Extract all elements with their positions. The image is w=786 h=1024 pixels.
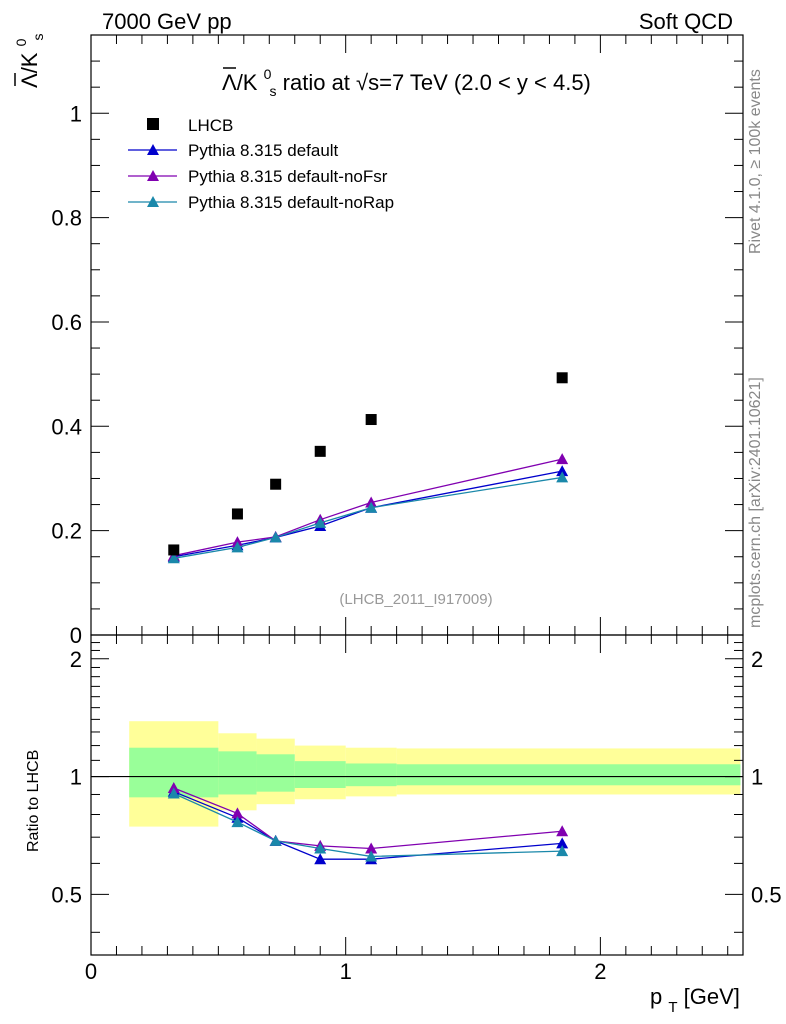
legend-marker-lhcb: [147, 118, 159, 130]
mcplots-label: mcplots.cern.ch [arXiv:2401.10621]: [747, 377, 764, 628]
ratio-ytick-label: 2: [70, 647, 82, 672]
series-point-default: [556, 465, 569, 477]
xlabel-p: p: [650, 984, 662, 1009]
ratio-point-default: [314, 853, 327, 865]
lhcb-point: [556, 372, 568, 384]
ratio-point-noRap: [167, 787, 180, 799]
main-plot-area: [167, 372, 569, 564]
lhcb-point: [231, 508, 243, 520]
xlabel-rest: [GeV]: [684, 984, 740, 1009]
uncertainty-band-inner: [345, 763, 397, 787]
lhcb-point: [314, 445, 326, 457]
uncertainty-band-inner: [218, 751, 257, 795]
ratio-ytick-label-right: 1: [751, 765, 763, 790]
main-panel: 0 0.2 0.4 0.6 0.8 1 Λ/K 0 s ratio at √s=7 TeV…: [6, 32, 744, 648]
rivet-label: Rivet 4.1.0, ≥ 100k events: [747, 69, 764, 254]
uncertainty-band-inner: [294, 761, 346, 788]
series-point-noRap: [556, 471, 569, 483]
ylabel-sub: s: [30, 33, 46, 40]
series-point-noRap: [269, 531, 282, 543]
series-line-noFsr: [173, 458, 563, 557]
lhcb-point: [270, 478, 282, 490]
ratio-point-noRap: [231, 816, 244, 828]
ratio-ylabel: Ratio to LHCB: [25, 750, 42, 852]
main-ytick-label: 0.6: [51, 310, 82, 335]
legend-label-nofsr: Pythia 8.315 default-noFsr: [188, 167, 388, 186]
series-line-default: [173, 470, 563, 558]
ratio-plot-area: [91, 721, 743, 865]
title-lambda: Λ/K: [222, 70, 258, 95]
ratio-point-noFsr: [231, 807, 244, 819]
title-sup: 0: [264, 66, 272, 82]
ratio-ytick-label: 0.5: [51, 882, 82, 907]
legend: LHCB Pythia 8.315 default Pythia 8.315 d…: [128, 116, 394, 212]
xtick-label: 2: [594, 959, 606, 984]
uncertainty-band-inner: [396, 764, 741, 786]
uncertainty-band-inner: [256, 754, 295, 792]
ratio-point-noRap: [556, 845, 569, 857]
ratio-ytick-label-right: 2: [751, 647, 763, 672]
legend-label-default: Pythia 8.315 default: [188, 141, 339, 160]
ylabel-lambda: Λ/K: [17, 52, 42, 88]
ratio-point-noFsr: [556, 825, 569, 837]
legend-marker-nofsr: [147, 170, 159, 181]
header-right: Soft QCD: [639, 9, 733, 34]
legend-marker-norap: [147, 196, 159, 207]
series-point-noRap: [167, 552, 180, 564]
ratio-ticks: 0.5 0.5 1 1 2 2 0 1 2: [51, 635, 782, 984]
ratio-point-noRap: [365, 850, 378, 862]
series-point-noRap: [314, 516, 327, 528]
xlabel: p T [GeV]: [650, 984, 740, 1017]
ratio-line-noRap: [173, 792, 563, 858]
title-sub: s: [270, 83, 277, 99]
legend-marker-default: [147, 144, 159, 155]
main-ytick-label: 0.8: [51, 206, 82, 231]
ratio-panel: 0.5 0.5 1 1 2 2 0 1 2 Ratio to LHCB p T [GeV]: [25, 634, 782, 1017]
legend-label-lhcb: LHCB: [188, 116, 233, 135]
main-ytick-label: 0: [70, 623, 82, 648]
lhcb-point: [365, 414, 377, 426]
lhcb-point: [168, 544, 180, 556]
xlabel-sub: T: [668, 999, 677, 1016]
xtick-label: 0: [85, 959, 97, 984]
ratio-frame: [90, 634, 744, 956]
main-ylabel: Λ/K 0 s: [6, 32, 46, 88]
ratio-line-noFsr: [173, 787, 563, 850]
series-point-noFsr: [556, 453, 569, 465]
ratio-point-noRap: [269, 834, 282, 846]
main-ytick-label: 0.2: [51, 519, 82, 544]
legend-label-norap: Pythia 8.315 default-noRap: [188, 193, 394, 212]
title-rest: ratio at √s=7 TeV (2.0 < y < 4.5): [283, 70, 591, 95]
ratio-ytick-label-right: 0.5: [751, 882, 782, 907]
ratio-point-noRap: [314, 842, 327, 854]
series-line-noRap: [173, 476, 563, 559]
chart-title: Λ/K 0 s ratio at √s=7 TeV (2.0 < y < 4.5…: [222, 59, 591, 101]
ratio-ytick-label: 1: [70, 765, 82, 790]
ratio-point-default: [556, 837, 569, 849]
main-ytick-label: 0.4: [51, 414, 82, 439]
ratio-line-default: [173, 791, 563, 860]
analysis-id: (LHCB_2011_I917009): [339, 591, 492, 608]
xtick-label: 1: [340, 959, 352, 984]
ylabel-sup: 0: [13, 38, 29, 46]
series-point-noRap: [365, 501, 378, 513]
ratio-point-noFsr: [167, 781, 180, 793]
series-point-noRap: [231, 541, 244, 553]
header-left: 7000 GeV pp: [102, 9, 232, 34]
main-ytick-label: 1: [70, 101, 82, 126]
ratio-point-noFsr: [365, 842, 378, 854]
